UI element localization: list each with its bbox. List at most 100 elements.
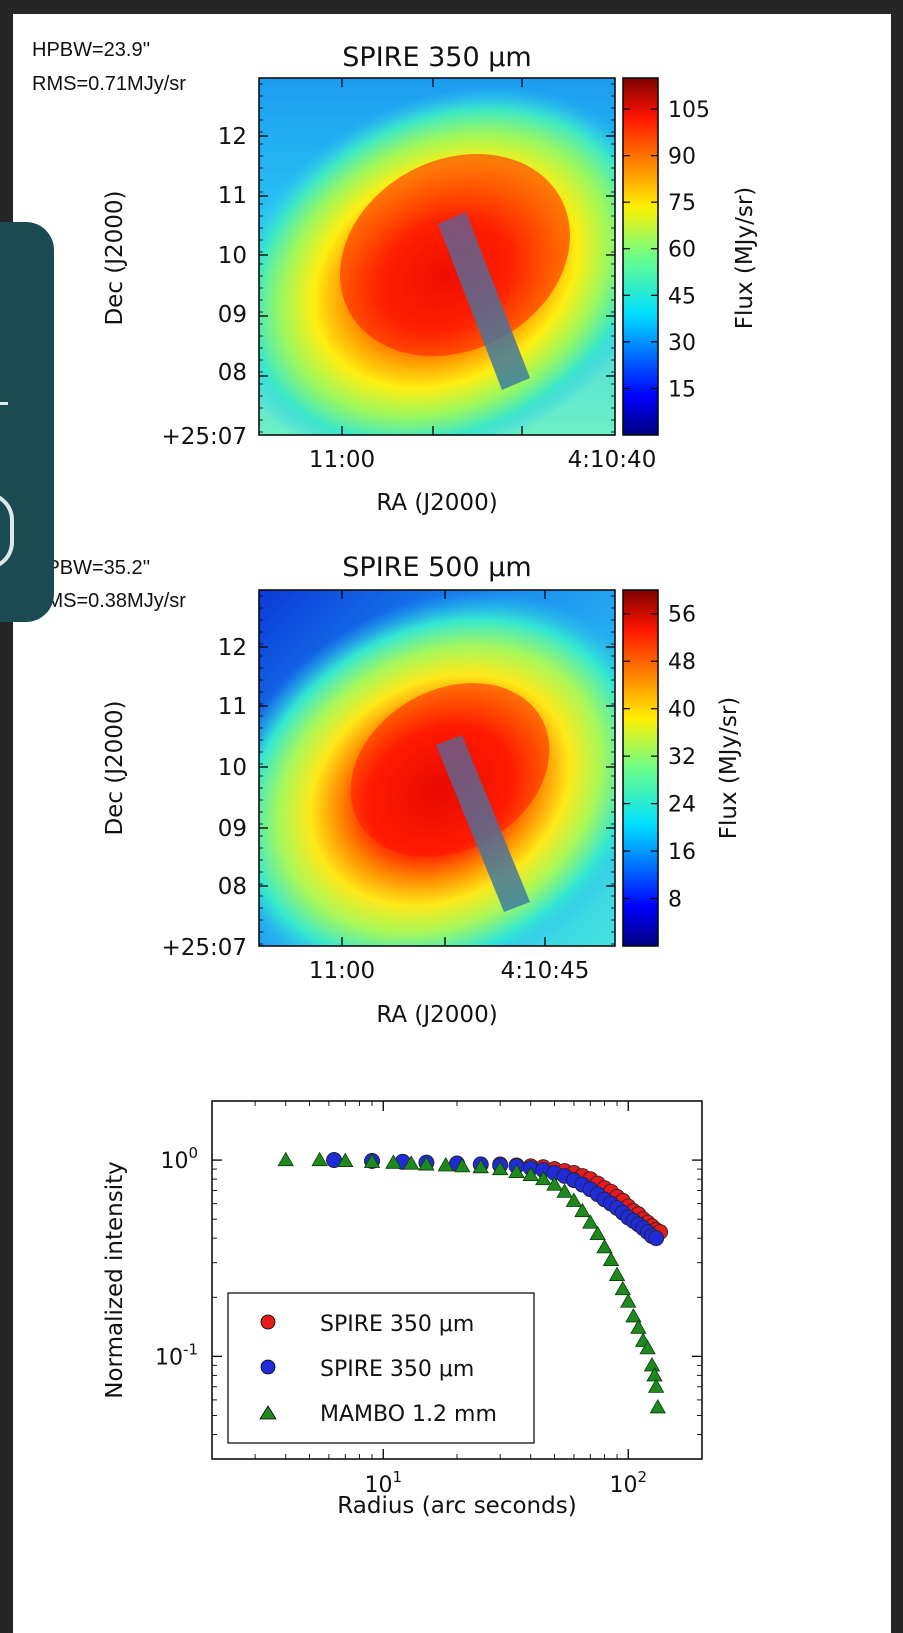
y-axis-label: Dec (J2000)	[102, 700, 128, 835]
colorbar-label: Flux (MJy/sr)	[716, 697, 742, 840]
y-tick-label: +25:07	[161, 424, 247, 450]
data-point-mambo	[565, 1192, 583, 1207]
window-frame-top	[0, 0, 903, 14]
colorbar-tick-label: 75	[668, 191, 696, 216]
panel-spire-500: HPBW=35.2'' RMS=0.38MJy/sr SPIRE 500 μm …	[32, 552, 742, 1028]
colorbar-tick-label: 56	[668, 603, 696, 628]
tab-arc-glyph	[0, 492, 14, 570]
data-point-mambo	[402, 1155, 420, 1170]
annotation-hpbw: HPBW=35.2''	[32, 557, 150, 579]
colorbar-tick-label: 48	[668, 650, 696, 675]
colorbar-tick-label: 15	[668, 377, 696, 402]
colorbar-tick-label: 16	[668, 840, 696, 865]
slit-overlay	[438, 212, 530, 390]
scatter-points	[277, 1151, 669, 1414]
annotation-hpbw: HPBW=23.9''	[32, 39, 150, 61]
data-point-mambo	[472, 1158, 489, 1174]
x-tick-label: 102	[609, 1468, 647, 1498]
plot-frame	[258, 77, 616, 436]
data-point-mambo	[608, 1266, 626, 1281]
colorbar-tick-label: 30	[668, 331, 696, 356]
panel-spire-350: HPBW=23.9'' RMS=0.71MJy/sr SPIRE 350 μm …	[32, 39, 758, 516]
legend-box	[227, 1292, 535, 1444]
y-tick-label: 12	[218, 635, 247, 661]
legend-label: SPIRE 350 μm	[320, 1312, 474, 1337]
y-tick-label: 08	[218, 874, 247, 900]
colorbar-ticks: 15 30 45 60 75 90 105	[623, 98, 710, 402]
y-tick-label: 10	[218, 755, 247, 781]
annotation-rms: RMS=0.71MJy/sr	[32, 73, 186, 95]
legend: SPIRE 350 μm SPIRE 350 μm MAMBO 1.2 mm	[227, 1292, 535, 1444]
x-axis-label: RA (J2000)	[376, 1002, 497, 1028]
data-point-mambo	[508, 1163, 525, 1178]
y-tick-label: 09	[218, 302, 247, 328]
y-tick-label: 12	[218, 124, 247, 150]
legend-marker	[260, 1359, 276, 1375]
data-point-mambo	[596, 1238, 613, 1254]
y-tick-label: 10-1	[155, 1340, 198, 1370]
data-point-mambo	[491, 1160, 509, 1176]
data-point-mambo	[556, 1183, 573, 1198]
y-axis-label: Dec (J2000)	[102, 190, 128, 325]
heatmap-image	[259, 590, 615, 946]
legend-label: SPIRE 350 μm	[320, 1357, 474, 1382]
plot-frame	[258, 589, 616, 947]
data-point-mambo	[602, 1251, 620, 1266]
panel-title: SPIRE 350 μm	[342, 42, 531, 73]
y-tick-label: 09	[218, 816, 247, 842]
x-axis-label: Radius (arc seconds)	[337, 1493, 576, 1519]
colorbar	[622, 589, 659, 947]
data-point-mambo	[582, 1214, 599, 1229]
legend-label: MAMBO 1.2 mm	[320, 1402, 497, 1427]
data-point-mambo	[454, 1157, 471, 1173]
x-tick-label: 11:00	[309, 447, 375, 473]
y-tick-label: 08	[218, 360, 247, 386]
data-point-mambo	[625, 1307, 642, 1323]
data-point-mambo	[630, 1319, 647, 1334]
y-axis-label: Normalized intensity	[102, 1161, 128, 1398]
colorbar-tick-label: 40	[668, 698, 696, 723]
heatmap-image	[259, 78, 615, 435]
data-point-mambo	[418, 1156, 435, 1171]
colorbar-tick-label: 90	[668, 145, 696, 170]
data-point-mambo	[646, 1367, 663, 1382]
x-tick-label: 4:10:45	[501, 958, 590, 984]
y-tick-label: 100	[160, 1144, 198, 1174]
axis-ticks	[259, 78, 615, 435]
y-tick-label: 10	[218, 243, 247, 269]
data-point-mambo	[643, 1357, 661, 1372]
colorbar-tick-label: 45	[668, 284, 696, 309]
data-point-mambo	[620, 1293, 637, 1308]
tab-dash-glyph	[0, 402, 8, 405]
colorbar-ticks: 8 16 24 32 40 48 56	[623, 603, 696, 913]
colorbar-tick-label: 8	[668, 888, 682, 913]
data-point-mambo	[574, 1202, 591, 1218]
y-tick-label: 11	[218, 183, 247, 209]
colorbar-tick-label: 32	[668, 745, 696, 770]
data-point-mambo	[522, 1166, 539, 1181]
data-point-mambo	[337, 1152, 354, 1167]
colorbar	[622, 77, 659, 436]
side-panel-tab[interactable]	[0, 222, 54, 622]
data-point-mambo	[311, 1151, 328, 1167]
colorbar-tick-label: 105	[668, 98, 710, 123]
x-tick-label: 4:10:40	[568, 447, 657, 473]
window-frame-right	[891, 0, 903, 1633]
x-axis-label: RA (J2000)	[376, 490, 497, 516]
legend-marker	[260, 1314, 276, 1330]
legend-marker	[259, 1405, 277, 1420]
colorbar-tick-label: 24	[668, 793, 696, 818]
x-tick-label: 11:00	[309, 958, 375, 984]
y-tick-label: 11	[218, 694, 247, 720]
data-point-mambo	[535, 1170, 552, 1186]
y-tick-label: +25:07	[161, 935, 247, 961]
data-point-mambo	[363, 1153, 381, 1168]
colorbar-label: Flux (MJy/sr)	[732, 187, 758, 330]
slit-overlay	[436, 735, 530, 912]
data-point-mambo	[385, 1154, 402, 1169]
data-point-mambo	[639, 1339, 656, 1355]
data-point-mambo	[546, 1176, 563, 1191]
data-point-mambo	[589, 1225, 606, 1241]
